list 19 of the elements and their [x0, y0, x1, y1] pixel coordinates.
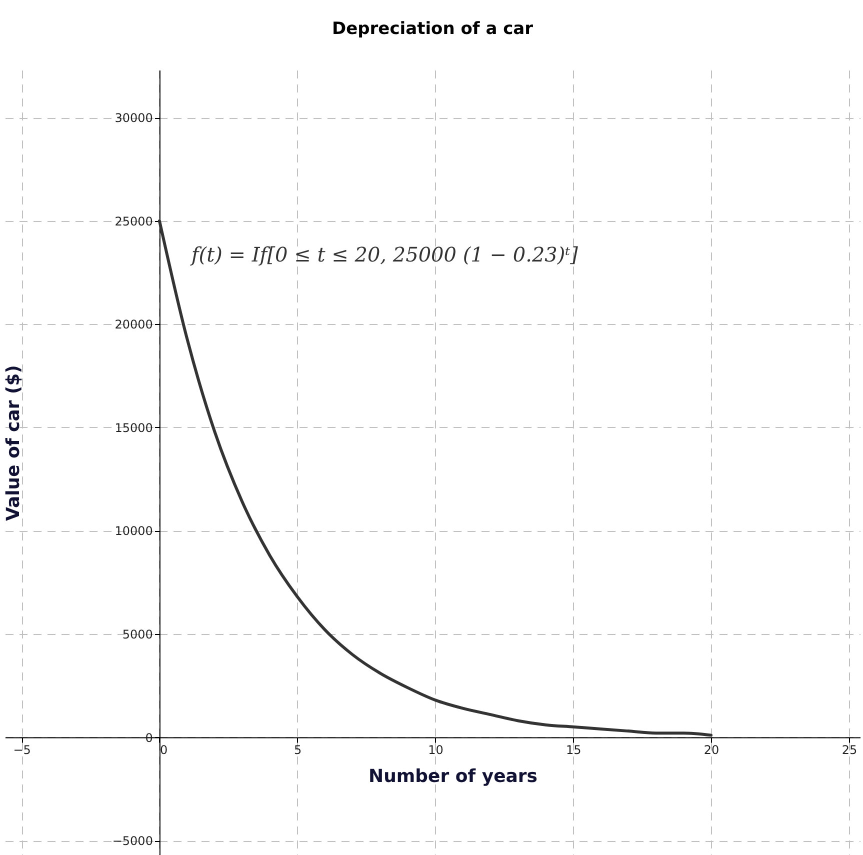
- line-series: [158, 219, 713, 737]
- annotation: f(t) = If[0 ≤ t ≤ 20, 25000 (1 − 0.23)ᵗ]: [189, 242, 578, 266]
- y-tick-label: 10000: [114, 524, 153, 538]
- x-axis-title: Number of years: [368, 766, 538, 787]
- y-tick-label: 15000: [114, 420, 153, 435]
- x-tick-label: 20: [704, 742, 720, 757]
- y-tick-label: 20000: [114, 318, 153, 332]
- y-tick-label: 5000: [122, 627, 153, 642]
- x-tick-label: 25: [842, 742, 858, 757]
- x-tick-label: 15: [566, 742, 582, 757]
- x-tick-label: −5: [13, 742, 31, 757]
- x-tick-label: 5: [294, 742, 302, 757]
- y-tick-label: −5000: [112, 834, 153, 848]
- chart-title: Depreciation of a car: [332, 19, 534, 39]
- x-tick-label: 10: [428, 742, 444, 757]
- y-tick-label: 30000: [114, 111, 153, 126]
- y-axis-title: Value of car ($): [2, 365, 24, 521]
- x-tick-label: 0: [160, 742, 168, 757]
- y-tick-label: 25000: [114, 214, 153, 228]
